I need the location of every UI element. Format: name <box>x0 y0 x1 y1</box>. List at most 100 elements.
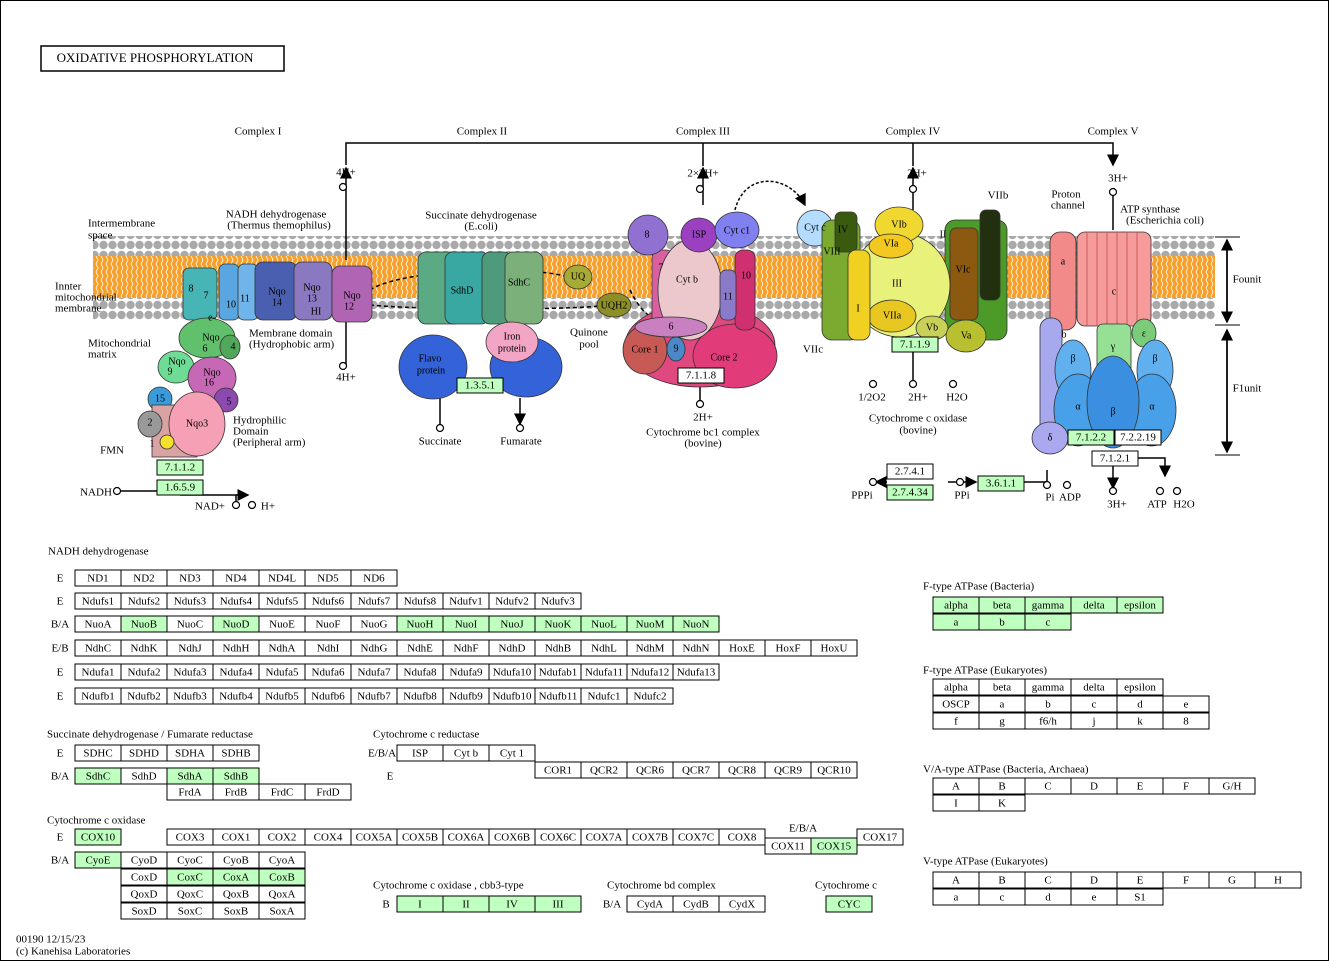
gene-label: Ndufa8 <box>404 667 437 679</box>
gene-label: NuoC <box>177 619 203 631</box>
row-prefix: E <box>57 596 64 608</box>
gene-box <box>488 744 536 762</box>
subunit-label: Flavo <box>419 353 442 364</box>
gene-label: F <box>1183 875 1189 887</box>
proton-arrows-shape <box>1137 457 1171 478</box>
diagram-label: F1unit <box>1233 383 1262 395</box>
diagram-label: Hydrophilic <box>233 415 286 427</box>
gene-label: NdhG <box>361 643 388 655</box>
table-title: Cytochrome c oxidase , cbb3-type <box>373 880 524 892</box>
subunit-label: SdhD <box>451 285 474 296</box>
gene-label: Cyt b <box>454 748 479 760</box>
gene-label: NuoL <box>591 619 617 631</box>
gene-box <box>1024 613 1072 631</box>
ec-label: 7.1.1.2 <box>165 462 195 474</box>
gene-label: G/H <box>1223 781 1242 793</box>
gene-label: FrdA <box>178 787 201 799</box>
gene-label: Ndufa6 <box>312 667 345 679</box>
gene-label: OSCP <box>942 699 970 711</box>
metabolites-shape <box>695 399 705 409</box>
subunit-label: a <box>1061 256 1066 267</box>
gene-label: e <box>1092 892 1097 904</box>
diagram-label: (Peripheral arm) <box>233 437 306 449</box>
row-prefix: E <box>57 748 64 760</box>
proton-arrows-shape <box>734 180 806 211</box>
gene-label: C <box>1044 875 1051 887</box>
ec-label: 7.1.2.1 <box>1100 453 1130 465</box>
metabolites <box>112 182 1182 510</box>
gene-label: b <box>1045 699 1051 711</box>
subunit-label: Cyt b <box>676 274 698 285</box>
subunit-label: 9 <box>168 366 173 377</box>
subunit-label: β <box>1152 353 1157 364</box>
gene-label: NdhB <box>545 643 571 655</box>
gene-label: Ndufb5 <box>265 691 299 703</box>
subunit-label: 14 <box>272 297 282 308</box>
gene-label: Cyt 1 <box>500 748 524 760</box>
diagram-label: 2H+ <box>907 168 927 180</box>
gene-label: ND1 <box>87 573 108 585</box>
diagram-label: 2×2H+ <box>687 168 718 180</box>
subunit-label: ε <box>1142 328 1146 339</box>
gene-label: Ndufc1 <box>588 691 621 703</box>
diagram-label: Succinate dehydrogenase <box>425 210 537 222</box>
row-prefix: B/A <box>51 771 69 783</box>
gene-box <box>1116 596 1164 614</box>
gene-box <box>258 885 306 903</box>
table-title: Cytochrome c oxidase <box>47 815 145 827</box>
gene-label: COX7C <box>678 832 714 844</box>
gene-label: SoxB <box>224 906 248 918</box>
gene-label: e <box>1184 699 1189 711</box>
subunit-label: β <box>1110 406 1115 417</box>
gene-label: NdhI <box>317 643 340 655</box>
diagram-label: (Escherichia coli) <box>1126 215 1204 227</box>
gene-box <box>74 828 122 846</box>
gene-label: COX2 <box>268 832 297 844</box>
subunit-label: 11 <box>240 293 250 304</box>
gene-label: ND4 <box>225 573 247 585</box>
gene-label: QCR2 <box>590 765 618 777</box>
diagram-label: Domain <box>233 426 269 438</box>
ec-box <box>977 475 1025 492</box>
gene-label: COX6B <box>494 832 530 844</box>
gene-label: CoxA <box>223 872 249 884</box>
ec-box <box>1114 429 1162 446</box>
gene-label: A <box>952 781 960 793</box>
gene-label: a <box>1000 699 1005 711</box>
subunit-label: VIIa <box>883 310 902 321</box>
diagram-label: (bovine) <box>684 438 722 450</box>
diagram-label: H+ <box>261 501 275 513</box>
diagram-label: Complex III <box>676 126 730 138</box>
subunit-label: Nqo <box>303 282 320 293</box>
subunit-label: Core 2 <box>711 352 738 363</box>
gene-label: NdhL <box>591 643 617 655</box>
gene-label: Ndufa4 <box>220 667 253 679</box>
diagram-label: (Hydrophobic arm) <box>249 339 335 351</box>
gene-label: Ndufb10 <box>492 691 532 703</box>
subunit-label: 9 <box>674 343 679 354</box>
diagram-label: NAD+ <box>195 501 225 513</box>
metabolites-shape <box>695 184 705 194</box>
diagram-label: H2O <box>946 392 967 404</box>
ec-box <box>156 459 204 476</box>
subunit-label: Nqo <box>168 356 185 367</box>
subunit-label: VIa <box>884 238 900 249</box>
complex-v-shape <box>1049 231 1077 331</box>
gene-label: COX15 <box>817 841 852 853</box>
gene-label: F <box>1183 781 1189 793</box>
gene-label: SoxA <box>269 906 294 918</box>
diagram-label: (bovine) <box>899 425 937 437</box>
gene-label: COX10 <box>81 832 116 844</box>
gene-label: Ndufb3 <box>173 691 207 703</box>
gene-label: NdhD <box>499 643 526 655</box>
gene-box <box>810 761 858 779</box>
gene-label: epsilon <box>1124 600 1156 612</box>
ec-box <box>456 377 504 394</box>
gene-label: Ndufa10 <box>493 667 532 679</box>
gene-label: CydA <box>637 899 663 911</box>
subunit-label: α <box>1075 401 1081 412</box>
metabolites-shape <box>948 379 958 389</box>
gene-label: Ndufa2 <box>128 667 161 679</box>
proton-arrows-shape <box>1215 236 1240 456</box>
gene-label: delta <box>1083 682 1104 694</box>
